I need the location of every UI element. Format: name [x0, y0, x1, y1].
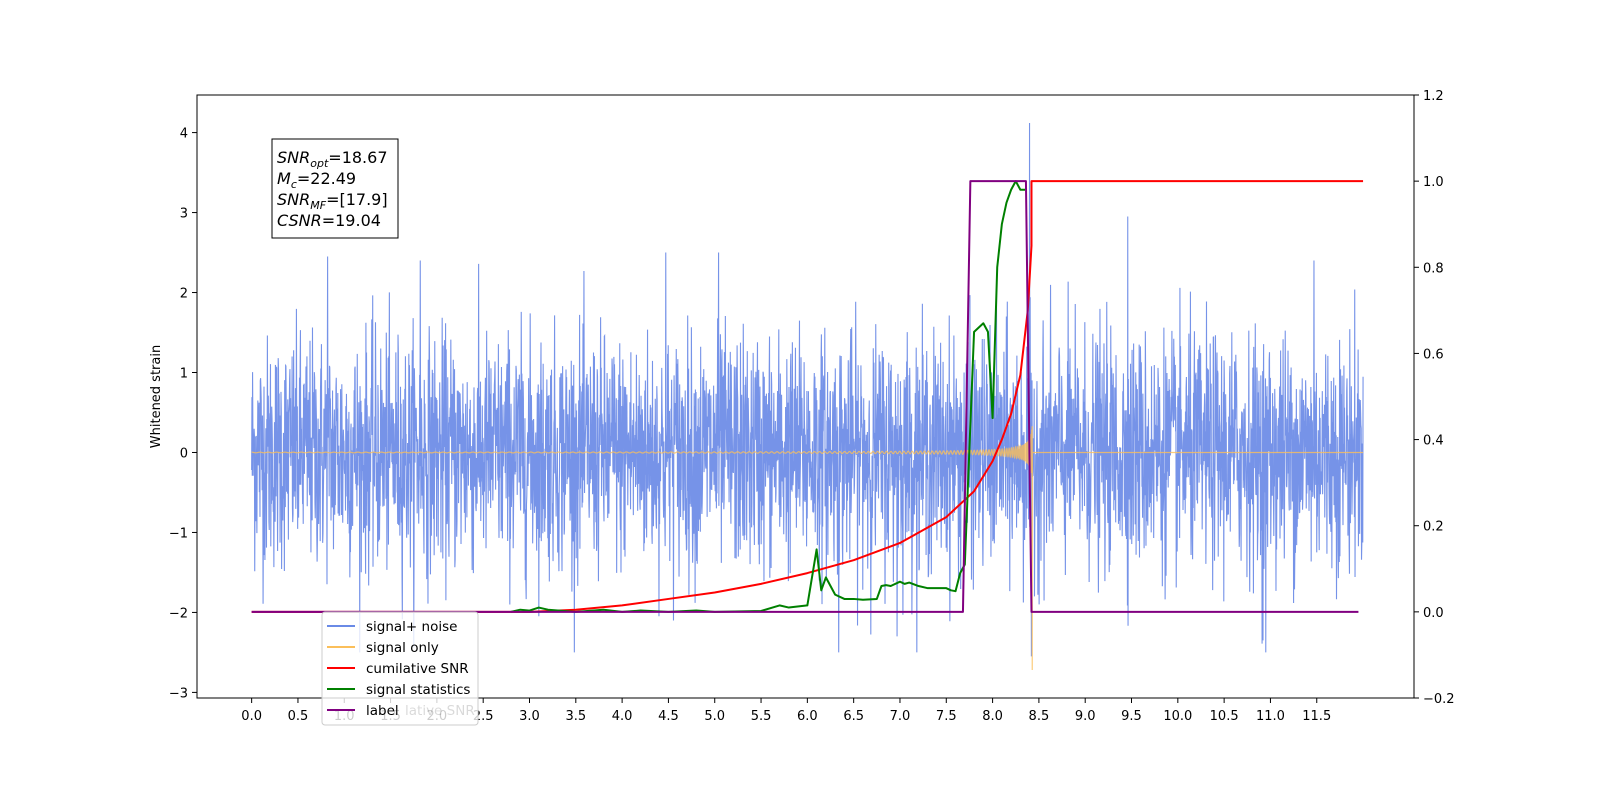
- info-line: SNRopt=18.67: [277, 148, 388, 170]
- info-box: SNRopt=18.67Mc=22.49SNRMF=[17.9]CSNR=19.…: [271, 138, 399, 239]
- y-tick-label: 1: [180, 367, 188, 382]
- info-value: =18.67: [328, 148, 387, 167]
- info-subscript: opt: [310, 157, 329, 170]
- x-tick-label: 8.0: [982, 709, 1003, 724]
- info-value: =22.49: [297, 169, 356, 188]
- series-label: [251, 180, 1359, 613]
- series-cumulative-snr: [251, 180, 1364, 613]
- y-tick-label: −2: [169, 606, 188, 621]
- x-tick-label: 6.5: [843, 709, 864, 724]
- series-signal-only: [251, 426, 1364, 671]
- x-tick-label: 11.0: [1256, 709, 1285, 724]
- info-value: =[17.9]: [326, 190, 388, 209]
- legend-label: label: [366, 703, 399, 719]
- y2-tick-label: −0.2: [1423, 692, 1455, 707]
- info-subscript: c: [291, 178, 297, 191]
- plot-frame: [196, 94, 1415, 699]
- info-symbol: M: [277, 169, 291, 188]
- x-tick-label: 8.5: [1029, 709, 1050, 724]
- legend-ghost-text: lative SNR: [405, 703, 475, 719]
- legend-label: cumilative SNR: [366, 661, 469, 677]
- x-tick-label: 7.0: [890, 709, 911, 724]
- x-tick-label: 9.0: [1075, 709, 1096, 724]
- x-tick-label: 3.0: [519, 709, 540, 724]
- x-tick-label: 0.0: [241, 709, 262, 724]
- y2-tick-label: 0.0: [1423, 606, 1444, 621]
- y-tick-label: 2: [180, 287, 188, 302]
- info-symbol: CSNR: [277, 211, 322, 230]
- y-axis-label: Whitened strain: [149, 345, 164, 448]
- y2-tick-label: 1.2: [1423, 89, 1444, 104]
- x-tick-label: 4.0: [612, 709, 633, 724]
- x-tick-label: 5.0: [704, 709, 725, 724]
- info-value: =19.04: [322, 211, 381, 230]
- x-tick-label: 7.5: [936, 709, 957, 724]
- y-tick-label: 0: [180, 446, 188, 461]
- legend: lative SNR signal+ noise signal only cumila…: [321, 611, 479, 726]
- info-line: Mc=22.49: [277, 169, 356, 191]
- x-tick-label: 10.0: [1163, 709, 1192, 724]
- x-tick-label: 11.5: [1302, 709, 1331, 724]
- info-line: SNRMF=[17.9]: [277, 190, 388, 212]
- legend-box: [321, 611, 479, 726]
- y2-tick-label: 0.6: [1423, 347, 1444, 362]
- series-signal-noise: [251, 122, 1364, 657]
- info-symbol: SNR: [277, 190, 310, 209]
- x-tick-label: 6.0: [797, 709, 818, 724]
- x-tick-label: 4.5: [658, 709, 679, 724]
- y-tick-label: 3: [180, 207, 188, 222]
- x-tick-label: 10.5: [1210, 709, 1239, 724]
- plot-area: [251, 122, 1364, 671]
- x-tick-label: 9.5: [1121, 709, 1142, 724]
- y-tick-label: −1: [169, 526, 188, 541]
- series-group: [251, 122, 1364, 671]
- y-tick-label: 4: [180, 127, 188, 142]
- x-tick-label: 3.5: [565, 709, 586, 724]
- y2-tick-label: 1.0: [1423, 175, 1444, 190]
- y-tick-label: −3: [169, 686, 188, 701]
- legend-label: signal statistics: [366, 682, 470, 698]
- info-line: CSNR=19.04: [277, 211, 381, 230]
- x-tick-label: 5.5: [751, 709, 772, 724]
- info-subscript: MF: [310, 199, 326, 212]
- info-box-frame: [271, 138, 399, 239]
- x-tick-label: 0.5: [288, 709, 309, 724]
- series-signal-statistics: [510, 180, 1025, 613]
- y2-tick-label: 0.2: [1423, 520, 1444, 535]
- legend-label: signal+ noise: [366, 619, 457, 635]
- legend-label: signal only: [366, 640, 439, 656]
- y2-tick-label: 0.4: [1423, 434, 1444, 449]
- info-symbol: SNR: [277, 148, 310, 167]
- y2-tick-label: 0.8: [1423, 261, 1444, 276]
